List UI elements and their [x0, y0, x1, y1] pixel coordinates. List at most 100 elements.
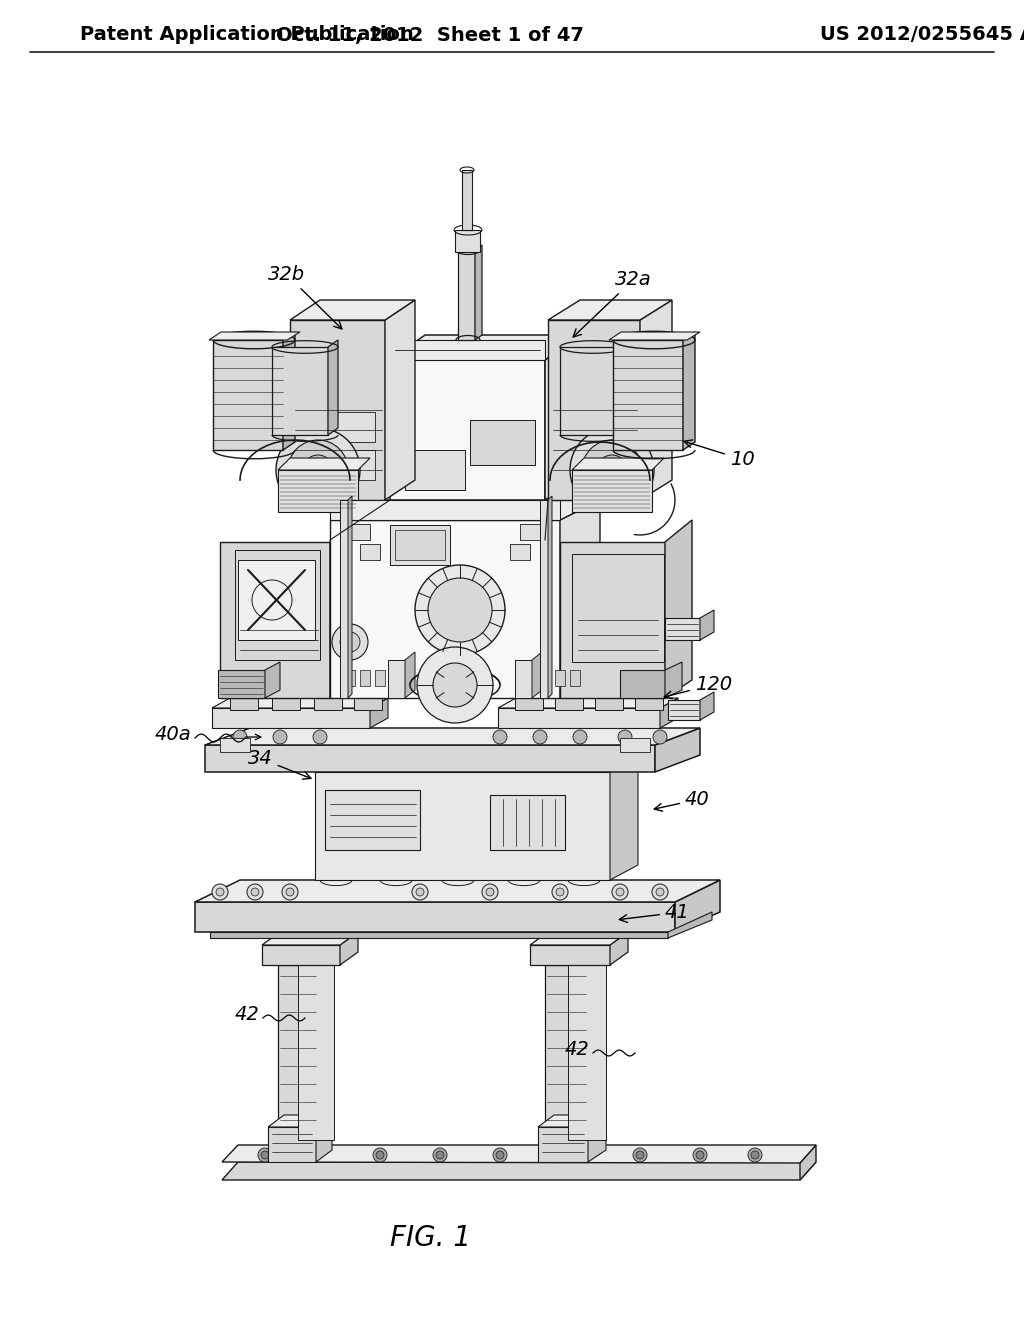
Circle shape — [652, 884, 668, 900]
Polygon shape — [545, 950, 606, 965]
Text: 120: 120 — [665, 675, 732, 698]
Circle shape — [412, 884, 428, 900]
Circle shape — [486, 888, 494, 896]
Circle shape — [415, 565, 505, 655]
Circle shape — [633, 1148, 647, 1162]
Text: FIG. 1: FIG. 1 — [389, 1224, 470, 1251]
Polygon shape — [283, 333, 295, 450]
Circle shape — [556, 888, 564, 896]
Polygon shape — [455, 230, 480, 252]
Polygon shape — [458, 249, 475, 341]
Polygon shape — [314, 696, 342, 710]
Polygon shape — [316, 1115, 332, 1162]
Polygon shape — [613, 341, 683, 450]
Circle shape — [417, 647, 493, 723]
Circle shape — [428, 578, 492, 642]
Polygon shape — [668, 700, 700, 719]
Circle shape — [597, 455, 627, 484]
Polygon shape — [388, 660, 406, 698]
Polygon shape — [209, 333, 300, 341]
Circle shape — [696, 1151, 705, 1159]
Polygon shape — [406, 652, 415, 698]
Circle shape — [373, 1148, 387, 1162]
Polygon shape — [616, 341, 626, 436]
Polygon shape — [600, 772, 610, 880]
Circle shape — [433, 1148, 447, 1162]
Polygon shape — [348, 496, 352, 698]
Circle shape — [303, 1148, 317, 1162]
Circle shape — [493, 1148, 507, 1162]
Polygon shape — [665, 663, 682, 698]
Polygon shape — [540, 500, 548, 698]
Bar — [572, 554, 664, 663]
Circle shape — [332, 624, 368, 660]
Polygon shape — [655, 729, 700, 772]
Bar — [345, 671, 355, 686]
Circle shape — [286, 888, 294, 896]
Circle shape — [534, 730, 547, 744]
Polygon shape — [290, 300, 415, 319]
Polygon shape — [222, 1144, 816, 1163]
Text: 41: 41 — [620, 903, 690, 923]
Polygon shape — [205, 744, 655, 772]
Circle shape — [433, 663, 477, 708]
Polygon shape — [568, 780, 600, 880]
Polygon shape — [385, 300, 415, 500]
Polygon shape — [340, 932, 358, 965]
Text: 42: 42 — [234, 1005, 260, 1024]
Bar — [510, 544, 530, 560]
Polygon shape — [548, 319, 640, 500]
Circle shape — [656, 888, 664, 896]
Polygon shape — [560, 500, 600, 698]
Polygon shape — [272, 696, 300, 710]
Circle shape — [258, 1148, 272, 1162]
Polygon shape — [665, 520, 692, 698]
Polygon shape — [318, 950, 334, 1144]
Polygon shape — [340, 500, 348, 698]
Text: US 2012/0255645 A1: US 2012/0255645 A1 — [820, 25, 1024, 45]
Circle shape — [276, 428, 360, 512]
Polygon shape — [475, 246, 482, 341]
Polygon shape — [210, 932, 668, 939]
Polygon shape — [230, 696, 258, 710]
Bar — [234, 550, 319, 660]
Polygon shape — [548, 496, 552, 698]
Circle shape — [496, 1151, 504, 1159]
Polygon shape — [572, 470, 652, 512]
Circle shape — [552, 884, 568, 900]
Polygon shape — [222, 1162, 816, 1180]
Circle shape — [261, 1151, 269, 1159]
Circle shape — [233, 730, 247, 744]
Circle shape — [436, 1151, 444, 1159]
Circle shape — [306, 1151, 314, 1159]
Polygon shape — [330, 520, 560, 698]
Polygon shape — [352, 772, 362, 880]
Polygon shape — [515, 660, 532, 698]
Circle shape — [748, 1148, 762, 1162]
Polygon shape — [268, 1115, 332, 1127]
Polygon shape — [530, 945, 610, 965]
Circle shape — [582, 440, 642, 500]
Polygon shape — [212, 708, 370, 729]
Bar — [520, 524, 540, 540]
Circle shape — [288, 440, 348, 500]
Text: 42: 42 — [565, 1040, 590, 1059]
Text: Oct. 11, 2012  Sheet 1 of 47: Oct. 11, 2012 Sheet 1 of 47 — [276, 25, 584, 45]
Polygon shape — [319, 780, 352, 880]
Polygon shape — [640, 300, 672, 500]
Polygon shape — [609, 333, 700, 341]
Text: 40a: 40a — [155, 725, 191, 744]
Polygon shape — [560, 347, 616, 436]
Text: 32b: 32b — [268, 265, 342, 329]
Polygon shape — [406, 450, 465, 490]
Circle shape — [566, 1151, 574, 1159]
Polygon shape — [548, 300, 672, 319]
Circle shape — [482, 884, 498, 900]
Polygon shape — [660, 698, 678, 729]
Circle shape — [693, 1148, 707, 1162]
Polygon shape — [195, 902, 675, 932]
Polygon shape — [538, 1127, 588, 1162]
Polygon shape — [370, 698, 388, 729]
Bar — [395, 531, 445, 560]
Polygon shape — [683, 333, 695, 450]
